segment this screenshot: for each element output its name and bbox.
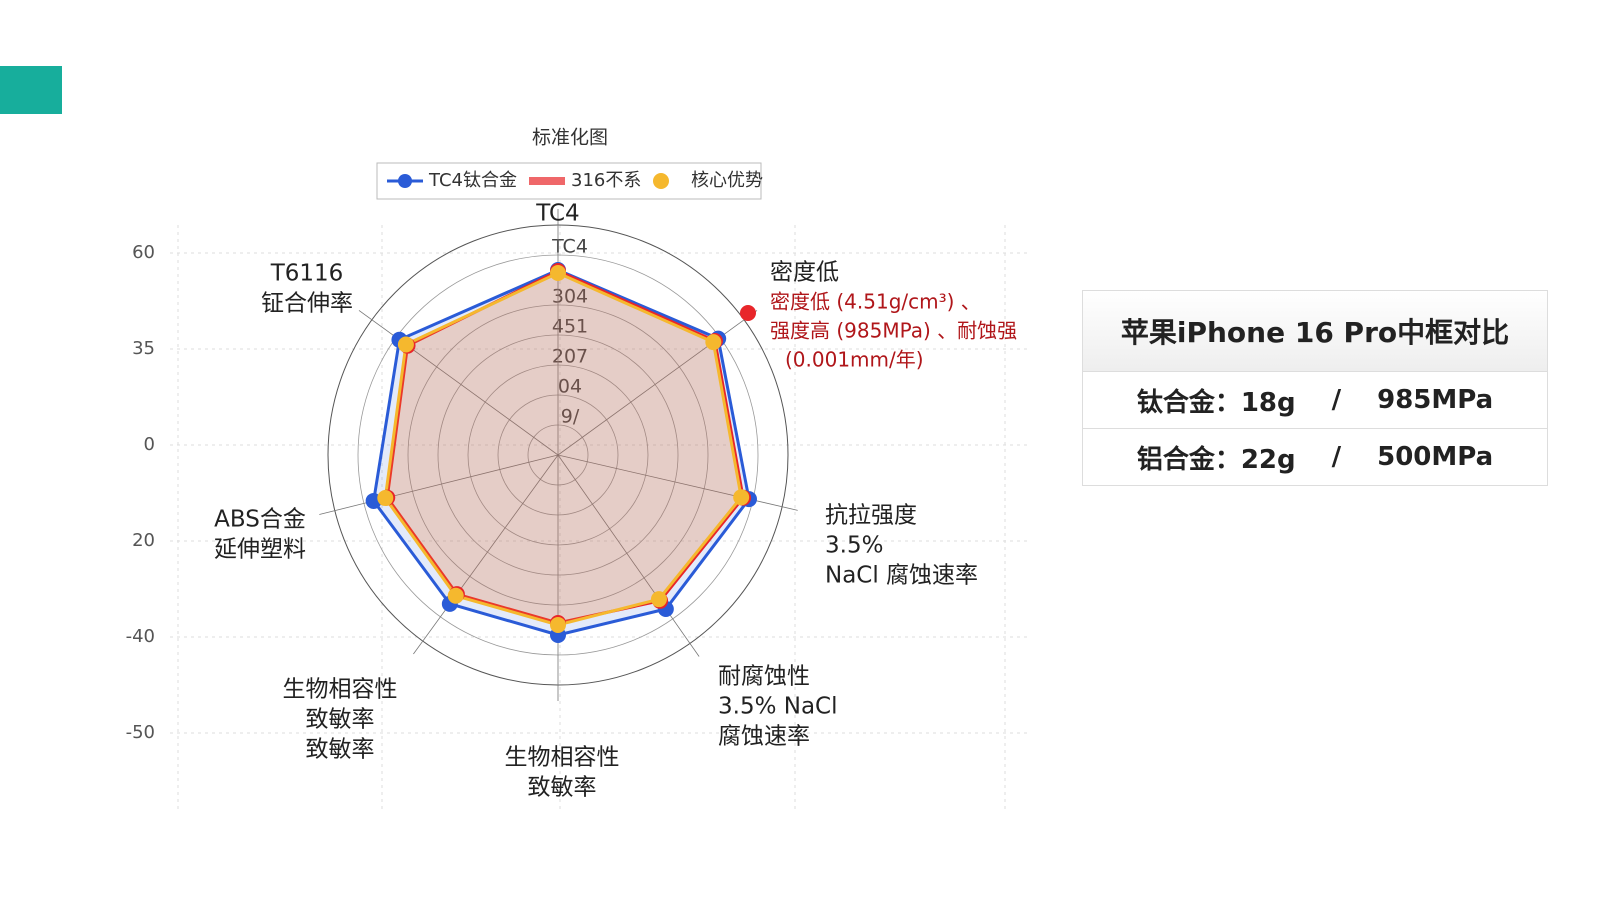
annotation: 强度高 (985MPa) 、耐蚀强 [770,319,1017,343]
accent-bar [0,66,62,114]
radial-tick-label: 9/ [561,406,580,428]
spoke [557,454,700,657]
radial-tick-label: 304 [552,286,588,308]
legend-swatch [653,173,669,189]
axis-label: NaCl 腐蚀速率 [825,563,978,589]
axis-label: 抗拉强度 [825,503,917,529]
table-row: 铝合金：22g / 500MPa [1083,429,1547,485]
axis-label: 生物相容性 [505,745,620,771]
radial-tick-label: 04 [558,376,582,398]
cell: 钛合金：18g [1136,387,1296,418]
axis-label: 耐腐蚀性 [718,664,810,690]
axis-label: 3.5% [825,533,883,559]
axis-label: 致敏率 [306,707,375,733]
legend-box [376,162,762,200]
axis-label: T6116 [270,261,344,287]
cell: 985MPa [1377,385,1494,415]
radial-tick-label: TC4 [551,236,588,258]
axis-label: 密度低 [770,260,839,286]
side-label: 0 [144,434,155,455]
axis-label: 腐蚀速率 [718,724,810,750]
point [447,587,464,604]
legend-label: 316不系 [571,170,641,191]
table-row: 钛合金：18g / 985MPa [1083,372,1547,429]
axis-label: 3.5% NaCl [718,694,838,720]
point [550,617,566,633]
side-label: -40 [126,626,155,647]
legend-label: 核心优势 [691,170,763,191]
spoke [413,454,559,655]
radial-tick-label: 451 [552,316,588,338]
side-label: 60 [132,242,155,263]
point [733,489,750,506]
point [397,336,414,353]
side-label: -50 [126,722,155,743]
cell: 500MPa [1377,442,1494,472]
spoke [557,454,798,511]
chart-title: 标准化图 [532,127,608,149]
side-label: 35 [132,338,155,359]
cell: / [1331,385,1342,415]
legend-swatch [529,177,565,185]
highlight-point [740,305,756,321]
side-label: 20 [132,530,155,551]
axis-label: 钲合伸率 [261,291,353,317]
cell: / [1331,442,1342,472]
axis-label: 致敏率 [306,737,375,763]
spoke [358,310,559,456]
radial-tick-label: 207 [552,346,588,368]
legend-label: TC4钛合金 [428,170,517,191]
axis-label: 生物相容性 [283,677,398,703]
point [705,334,722,351]
axis-label: 延伸塑料 [214,537,306,563]
annotation: (0.001mm/年) [785,348,924,372]
spoke [319,454,559,515]
legend-swatch [398,174,412,188]
axis-label: 致敏率 [528,775,597,801]
axis-label: TC4 [535,201,579,227]
comparison-table: 苹果iPhone 16 Pro中框对比 钛合金：18g / 985MPa 铝合金… [1082,290,1548,486]
table-title: 苹果iPhone 16 Pro中框对比 [1083,291,1547,372]
point [377,490,394,507]
annotation: 密度低 (4.51g/cm³) 、 [770,290,981,314]
chart: 标准化图 60 35 0 20 -40 -50 9/04 207 451 304 TC4 TC4 密度低… [126,127,1030,810]
point [550,265,566,281]
point [650,591,667,608]
axis-label: ABS合金 [214,507,306,533]
cell: 铝合金：22g [1136,444,1296,475]
